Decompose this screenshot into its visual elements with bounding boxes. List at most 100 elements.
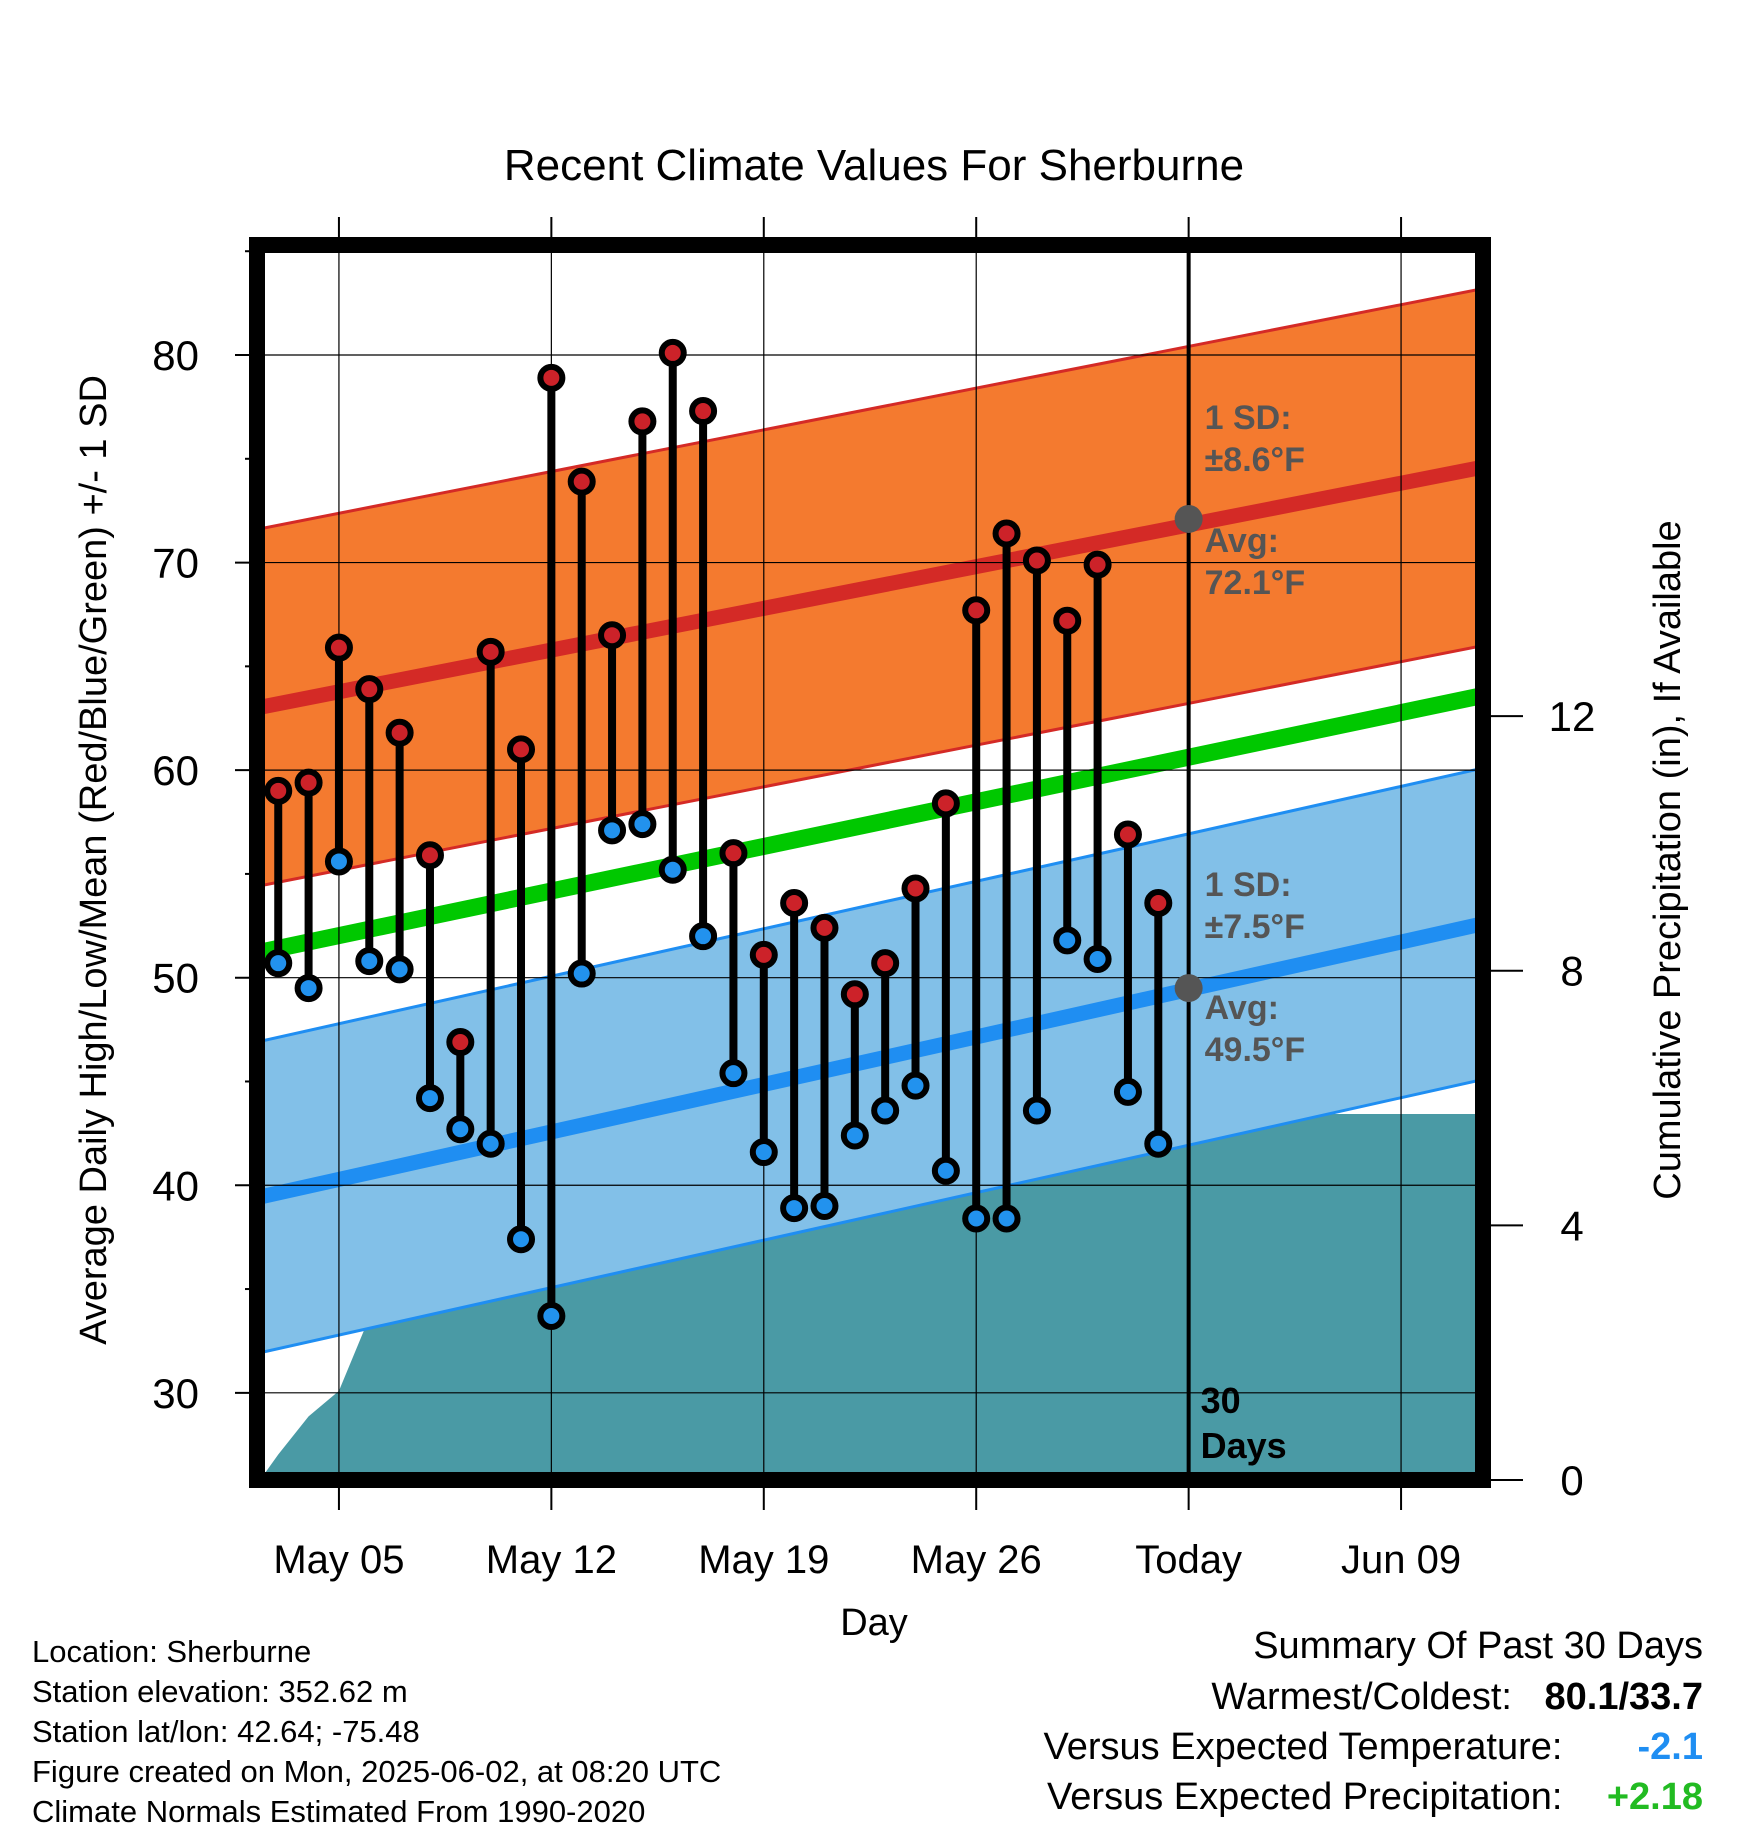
info-latlon: Station lat/lon: 42.64; -75.48	[32, 1714, 420, 1749]
info-normals: Climate Normals Estimated From 1990-2020	[32, 1794, 646, 1829]
high-point	[264, 776, 293, 805]
y2-tick-label: 8	[1560, 948, 1583, 995]
low-point	[537, 1302, 566, 1331]
low-point	[901, 1071, 930, 1100]
precip-area	[260, 1113, 1483, 1480]
low-point	[840, 1121, 869, 1150]
x-tick-label: Jun 09	[1341, 1538, 1461, 1582]
low-point	[871, 1096, 900, 1125]
summary-title: Summary Of Past 30 Days	[1253, 1625, 1703, 1667]
y-tick-label: 60	[152, 747, 199, 794]
low-point	[446, 1115, 475, 1144]
high-point	[628, 407, 657, 436]
low-sd-value: ±7.5°F	[1205, 908, 1305, 946]
summary-precip: Versus Expected Precipitation: +2.18	[1047, 1778, 1703, 1816]
high-point	[689, 397, 718, 426]
x-tick-label: May 12	[486, 1538, 617, 1582]
low-point	[355, 947, 384, 976]
y-tick-label: 30	[152, 1370, 199, 1417]
summary-temp-label: Versus Expected Temperature:	[1043, 1726, 1563, 1768]
summary-warm-cold: Warmest/Coldest: 80.1/33.7	[1211, 1678, 1703, 1716]
high-point	[840, 980, 869, 1009]
y2-tick-label: 0	[1560, 1457, 1583, 1504]
y2-tick-label: 12	[1549, 693, 1596, 740]
low-point	[1144, 1129, 1173, 1158]
high-point	[1022, 546, 1051, 575]
y-tick-label: 50	[152, 955, 199, 1002]
low-point	[658, 855, 687, 884]
x-tick-label: May 26	[911, 1538, 1042, 1582]
y-tick-label: 70	[152, 540, 199, 587]
low-point	[324, 847, 353, 876]
x-tick-label: May 19	[698, 1538, 829, 1582]
y2-axis-label: Cumulative Precipitation (in), If Availa…	[1647, 520, 1689, 1199]
high-point	[992, 519, 1021, 548]
low-avg-line	[257, 916, 1483, 1206]
high-point	[355, 675, 384, 704]
high-point	[1053, 606, 1082, 635]
low-point	[567, 959, 596, 988]
high-point	[537, 363, 566, 392]
summary-warm-cold-label: Warmest/Coldest:	[1211, 1676, 1512, 1718]
high-point	[385, 718, 414, 747]
high-sd-upper-edge	[257, 287, 1483, 531]
summary-precip-value: +2.18	[1606, 1776, 1703, 1818]
chart-title: Recent Climate Values For Sherburne	[504, 141, 1244, 190]
low-point	[992, 1204, 1021, 1233]
high-point	[1144, 888, 1173, 917]
low-point	[719, 1059, 748, 1088]
low-avg-marker	[1174, 974, 1203, 1003]
low-avg-value: 49.5°F	[1205, 1031, 1306, 1069]
high-avg-line	[257, 459, 1483, 716]
low-point	[1113, 1077, 1142, 1106]
info-created: Figure created on Mon, 2025-06-02, at 08…	[32, 1754, 722, 1789]
low-point	[628, 810, 657, 839]
low-point	[931, 1156, 960, 1185]
summary-temp: Versus Expected Temperature: -2.1	[1044, 1728, 1703, 1766]
low-point	[385, 955, 414, 984]
high-point	[931, 789, 960, 818]
low-point	[294, 974, 323, 1003]
summary-precip-label: Versus Expected Precipitation:	[1047, 1776, 1563, 1818]
high-point	[749, 940, 778, 969]
high-point	[1083, 550, 1112, 579]
high-point	[567, 467, 596, 496]
low-point	[749, 1138, 778, 1167]
high-sd-lower-edge	[257, 644, 1483, 888]
x-axis-label: Day	[840, 1602, 908, 1644]
low-point	[264, 949, 293, 978]
low-point	[780, 1194, 809, 1223]
low-sd-label: 1 SD:	[1205, 866, 1292, 904]
high-point	[294, 768, 323, 797]
low-sd-lower-edge	[257, 1077, 1483, 1355]
high-point	[1113, 820, 1142, 849]
high-point	[446, 1028, 475, 1057]
low-point	[1053, 926, 1082, 955]
high-point	[476, 637, 505, 666]
summary-temp-value: -2.1	[1637, 1726, 1703, 1768]
low-point	[507, 1225, 536, 1254]
y2-tick-label: 4	[1560, 1202, 1583, 1249]
high-point	[810, 913, 839, 942]
info-location: Location: Sherburne	[32, 1634, 312, 1669]
mean-avg-line	[257, 687, 1483, 962]
today-days-count: 30	[1201, 1380, 1241, 1421]
high-point	[901, 874, 930, 903]
low-point	[962, 1204, 991, 1233]
high-avg-value: 72.1°F	[1205, 564, 1306, 602]
low-point	[598, 816, 627, 845]
info-elevation: Station elevation: 352.62 m	[32, 1674, 408, 1709]
high-avg-marker	[1174, 504, 1203, 533]
low-point	[415, 1084, 444, 1113]
high-point	[507, 735, 536, 764]
y-tick-label: 80	[152, 332, 199, 379]
x-tick-label: May 05	[273, 1538, 404, 1582]
y-axis-label: Average Daily High/Low/Mean (Red/Blue/Gr…	[73, 375, 115, 1345]
plot-area: 1 SD: ±8.6°F Avg: 72.1°F 1 SD: ±7.5°F Avg: 49.5…	[152, 217, 1595, 1582]
x-tick-label: Today	[1135, 1538, 1242, 1582]
low-point	[476, 1129, 505, 1158]
high-point	[415, 841, 444, 870]
high-point	[871, 949, 900, 978]
low-point	[689, 922, 718, 951]
